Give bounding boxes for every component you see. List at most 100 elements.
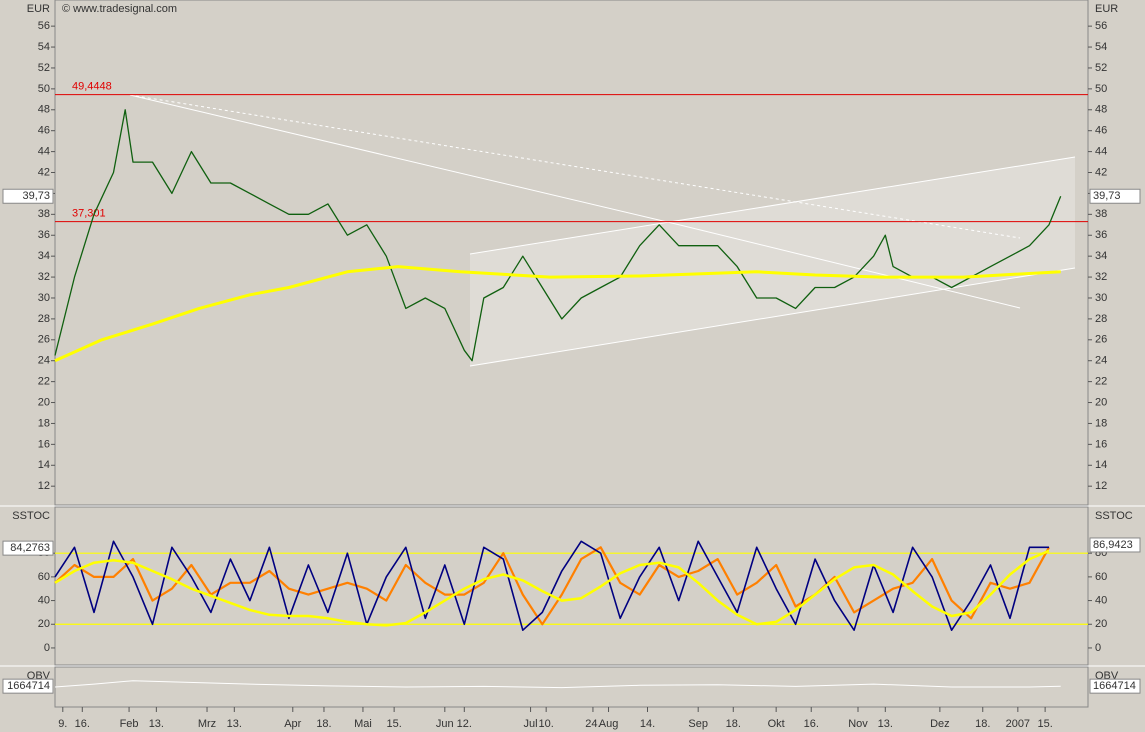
trend-line <box>679 224 1021 309</box>
x-tick-label: 10. <box>539 718 554 730</box>
h-line-label: 37,301 <box>72 208 106 220</box>
x-tick-label: Mrz <box>198 718 216 730</box>
y-tick-label: 22 <box>1095 376 1107 388</box>
x-tick-label: 16. <box>75 718 90 730</box>
h-line-label: 49,4448 <box>72 81 112 93</box>
x-tick-label: 13. <box>227 718 242 730</box>
y-axis-label: EUR <box>27 3 50 15</box>
watermark: © www.tradesignal.com <box>62 3 177 15</box>
x-tick-label: 18. <box>316 718 331 730</box>
y-tick-label: 40 <box>1095 594 1107 606</box>
y-tick-label: 20 <box>38 396 50 408</box>
y-tick-label: 38 <box>38 208 50 220</box>
price-panel <box>54 0 1089 506</box>
stoch-panel <box>54 506 1089 666</box>
x-tick-label: 15. <box>1037 718 1052 730</box>
y-tick-label: 56 <box>38 20 50 32</box>
y-tick-label: 30 <box>38 292 50 304</box>
x-tick-label: Apr <box>284 718 301 730</box>
y-tick-label: 16 <box>38 438 50 450</box>
y-tick-label: 32 <box>1095 271 1107 283</box>
x-tick-label: 13. <box>149 718 164 730</box>
y-tick-label: 20 <box>1095 618 1107 630</box>
series-line <box>54 546 1050 626</box>
x-tick-label: Feb <box>120 718 139 730</box>
trend-channel <box>470 157 1075 366</box>
y-tick-label: 20 <box>1095 396 1107 408</box>
y-tick-label: 60 <box>38 571 50 583</box>
y-axis-label: SSTOC <box>1095 510 1133 522</box>
y-tick-label: 36 <box>1095 229 1107 241</box>
series-line <box>54 540 1049 631</box>
y-tick-label: 52 <box>38 62 50 74</box>
x-tick-label: 14. <box>640 718 655 730</box>
x-tick-label: Sep <box>688 718 708 730</box>
y-tick-label: 26 <box>1095 334 1107 346</box>
x-tick-label: 9. <box>58 718 67 730</box>
y-tick-label: 44 <box>38 146 50 158</box>
y-tick-label: 48 <box>38 104 50 116</box>
x-tick-label: Nov <box>848 718 868 730</box>
x-tick-label: 24. <box>585 718 600 730</box>
y-tick-label: 40 <box>38 594 50 606</box>
y-tick-label: 50 <box>38 83 50 95</box>
y-tick-label: 42 <box>1095 166 1107 178</box>
x-tick-label: Aug <box>599 718 619 730</box>
value-marker-box <box>1089 188 1141 204</box>
y-tick-label: 48 <box>1095 104 1107 116</box>
series-line <box>54 265 1061 363</box>
y-tick-label: 18 <box>1095 417 1107 429</box>
series-line <box>54 109 1062 362</box>
y-tick-label: 54 <box>38 41 50 53</box>
value-marker: 1664714 <box>7 680 50 692</box>
y-tick-label: 50 <box>1095 83 1107 95</box>
y-tick-label: 26 <box>38 334 50 346</box>
y-tick-label: 46 <box>1095 125 1107 137</box>
y-tick-label: 52 <box>1095 62 1107 74</box>
y-tick-label: 56 <box>1095 20 1107 32</box>
y-tick-label: 20 <box>38 618 50 630</box>
y-axis-label: SSTOC <box>12 510 50 522</box>
value-marker-box <box>2 188 54 204</box>
y-tick-label: 12 <box>1095 480 1107 492</box>
x-tick-label: 15. <box>386 718 401 730</box>
x-tick-label: 13. <box>878 718 893 730</box>
y-tick-label: 0 <box>1095 642 1101 654</box>
series-line <box>54 680 1061 689</box>
value-marker: 86,9423 <box>1093 539 1133 551</box>
x-tick-label: 16. <box>804 718 819 730</box>
y-tick-label: 34 <box>1095 250 1107 262</box>
y-tick-label: 28 <box>38 313 50 325</box>
x-tick-label: Okt <box>768 718 785 730</box>
y-tick-label: 36 <box>38 229 50 241</box>
y-tick-label: 28 <box>1095 313 1107 325</box>
value-marker-box <box>1089 537 1141 553</box>
y-axis-label: EUR <box>1095 3 1118 15</box>
x-tick-label: 18. <box>975 718 990 730</box>
x-tick-label: 12. <box>457 718 472 730</box>
y-tick-label: 14 <box>1095 459 1107 471</box>
y-tick-label: 42 <box>38 166 50 178</box>
y-tick-label: 22 <box>38 376 50 388</box>
y-tick-label: 12 <box>38 480 50 492</box>
y-tick-label: 34 <box>38 250 50 262</box>
trend-line <box>129 94 681 226</box>
value-marker: 39,73 <box>22 190 50 202</box>
y-tick-label: 18 <box>38 417 50 429</box>
y-tick-label: 60 <box>1095 571 1107 583</box>
y-tick-label: 46 <box>38 125 50 137</box>
y-tick-label: 30 <box>1095 292 1107 304</box>
x-tick-label: 18. <box>726 718 741 730</box>
y-tick-label: 38 <box>1095 208 1107 220</box>
value-marker: 1664714 <box>1093 680 1136 692</box>
value-marker-box <box>1089 678 1141 694</box>
x-tick-label: Jul <box>524 718 538 730</box>
y-tick-label: 32 <box>38 271 50 283</box>
y-tick-label: 54 <box>1095 41 1107 53</box>
y-tick-label: 24 <box>1095 355 1107 367</box>
y-tick-label: 24 <box>38 355 50 367</box>
x-tick-label: 2007 <box>1006 718 1030 730</box>
y-tick-label: 16 <box>1095 438 1107 450</box>
